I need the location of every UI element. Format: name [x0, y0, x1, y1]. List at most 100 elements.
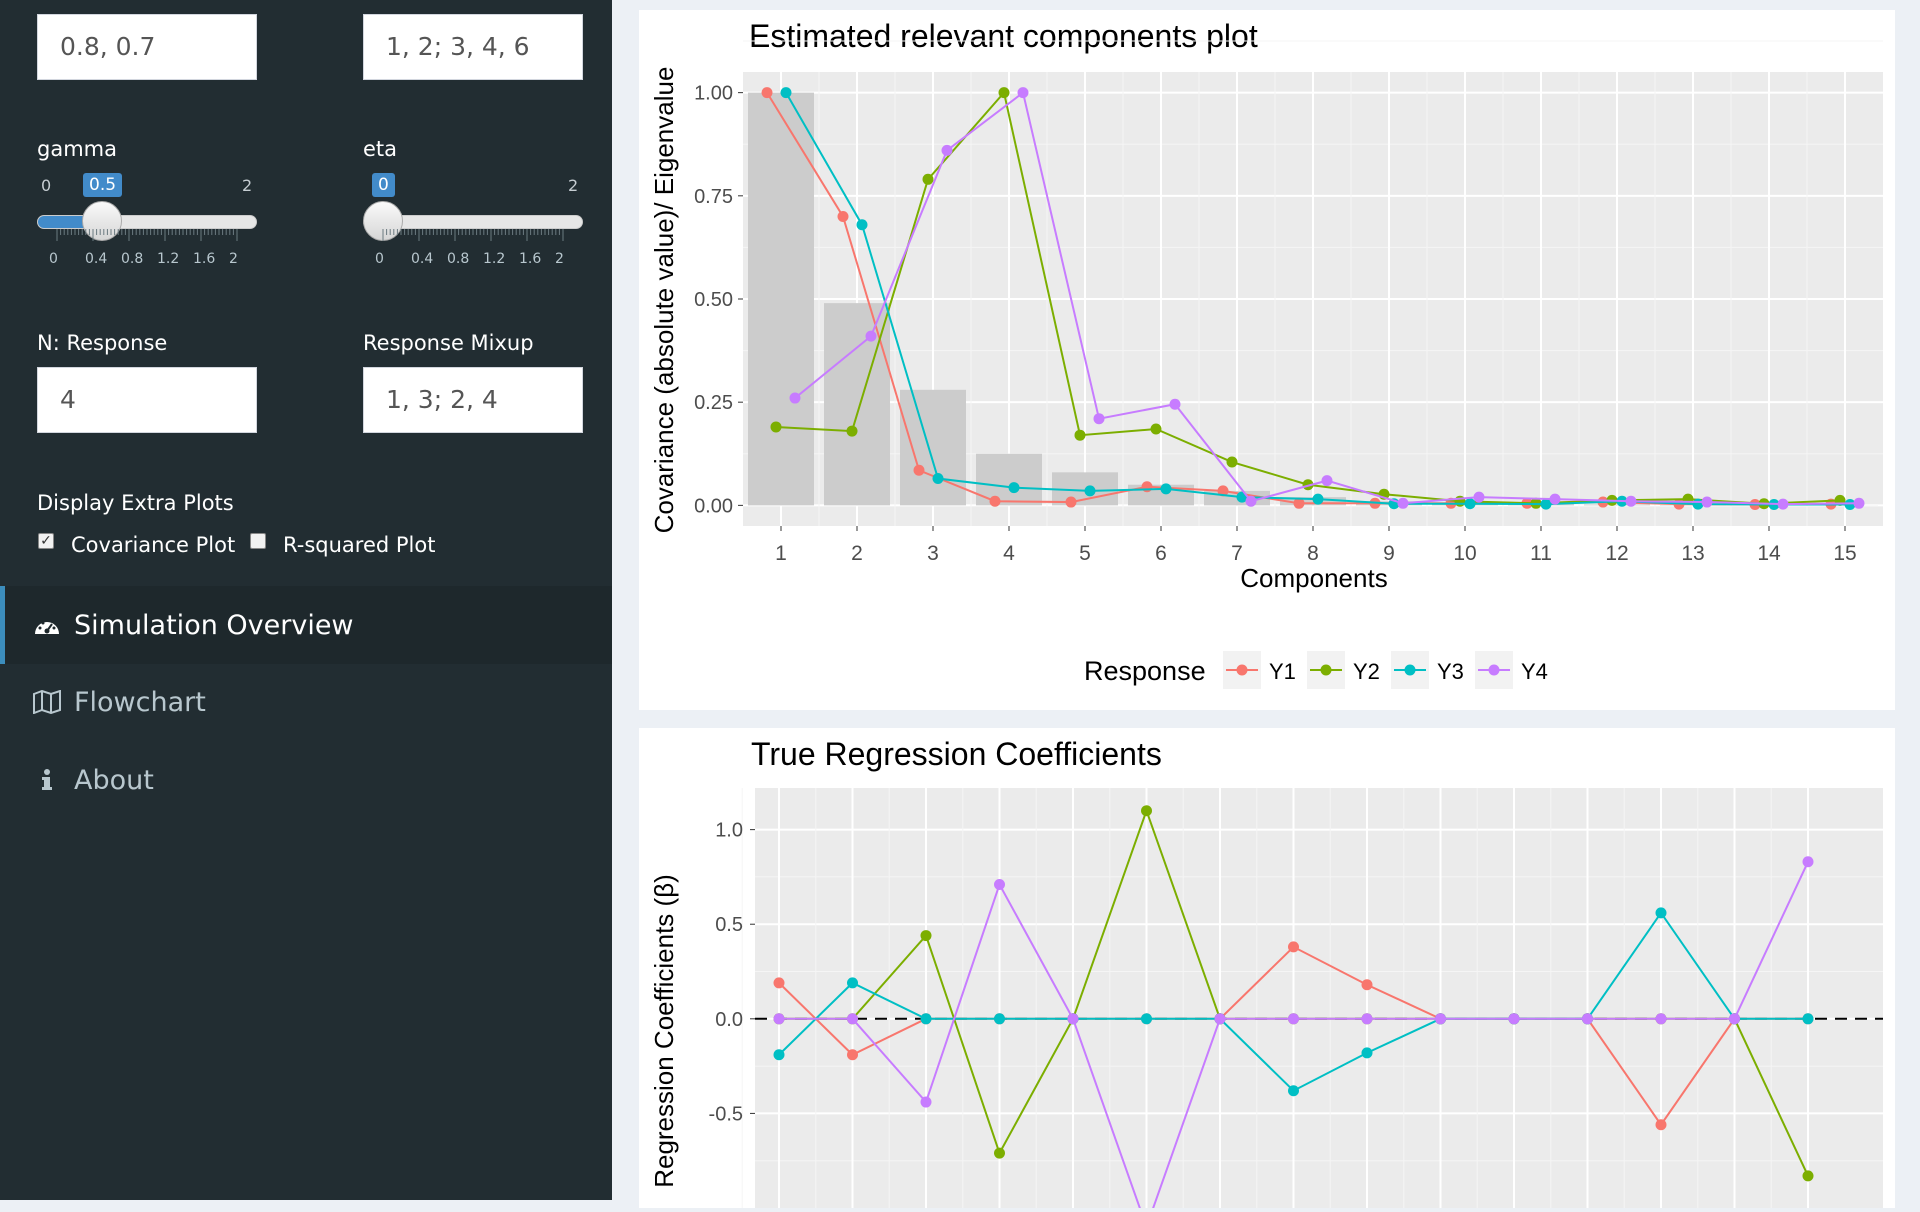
- slider-tick-label: 2: [229, 251, 238, 267]
- legend-key-point: [1237, 665, 1248, 676]
- menu-item-simulation-overview[interactable]: Simulation Overview: [0, 586, 612, 664]
- data-point: [1362, 1047, 1373, 1058]
- eta-value-badge: 0: [372, 173, 395, 197]
- data-point: [847, 426, 858, 437]
- legend-key-point: [1405, 665, 1416, 676]
- legend-label: Y3: [1437, 659, 1464, 684]
- y-tick-label: 0.5: [715, 914, 743, 936]
- regression-coefficients-chart: True Regression Coefficients Regression …: [639, 728, 1895, 1208]
- x-tick-label: 12: [1605, 542, 1628, 565]
- slider-tick-label: 0: [49, 251, 58, 267]
- data-point: [847, 1013, 858, 1024]
- y-tick-label: 1.0: [715, 820, 743, 842]
- menu-item-about[interactable]: About: [0, 741, 612, 819]
- menu-label: About: [74, 765, 154, 796]
- legend-label: Y4: [1521, 659, 1548, 684]
- response-mixup-label: Response Mixup: [363, 331, 534, 355]
- data-point: [1626, 496, 1637, 507]
- x-tick-label: 5: [1079, 542, 1091, 565]
- x-tick-label: 6: [1155, 542, 1167, 565]
- data-point: [1141, 805, 1152, 816]
- data-point: [1656, 907, 1667, 918]
- data-point: [1151, 424, 1162, 435]
- data-point: [1398, 498, 1409, 509]
- chart-title: Estimated relevant components plot: [749, 18, 1258, 54]
- x-tick-label: 7: [1231, 542, 1243, 565]
- data-point: [1509, 1013, 1520, 1024]
- data-point: [1656, 1013, 1667, 1024]
- x-tick-label: 11: [1530, 542, 1552, 565]
- data-point: [921, 1013, 932, 1024]
- slider-tick-label: 0.8: [447, 251, 469, 267]
- r-squared-plot-checkbox[interactable]: [250, 533, 266, 549]
- data-point: [781, 87, 792, 98]
- eigenvalue-bar: [900, 390, 966, 506]
- legend-label: Y1: [1269, 659, 1296, 684]
- top-left-input[interactable]: 0.8, 0.7: [37, 14, 257, 80]
- regression-coefficients-panel: True Regression Coefficients Regression …: [639, 728, 1895, 1208]
- legend-title: Response: [1084, 656, 1206, 686]
- dashboard-icon: [32, 610, 62, 640]
- data-point: [857, 219, 868, 230]
- r-squared-plot-label[interactable]: R-squared Plot: [283, 533, 435, 557]
- covariance-plot-checkbox[interactable]: ✓: [38, 533, 54, 549]
- slider-tick-label: 0: [375, 251, 384, 267]
- data-point: [1803, 1013, 1814, 1024]
- menu-label: Flowchart: [74, 687, 206, 718]
- gamma-min: 0: [41, 176, 51, 195]
- slider-tick-label: 1.2: [157, 251, 179, 267]
- data-point: [1362, 1013, 1373, 1024]
- eta-label: eta: [363, 137, 397, 161]
- data-point: [1313, 494, 1324, 505]
- data-point: [1066, 497, 1077, 508]
- data-point: [914, 465, 925, 476]
- data-point: [923, 174, 934, 185]
- components-plot-panel: Estimated relevant components plot Compo…: [639, 10, 1895, 710]
- data-point: [1142, 481, 1153, 492]
- data-point: [1288, 1085, 1299, 1096]
- data-point: [1729, 1013, 1740, 1024]
- data-point: [774, 1049, 785, 1060]
- eigenvalue-bar: [824, 303, 890, 505]
- data-point: [1215, 1013, 1226, 1024]
- data-point: [847, 977, 858, 988]
- y-tick-label: 0.75: [694, 186, 733, 208]
- n-response-input[interactable]: 4: [37, 367, 257, 433]
- top-right-input[interactable]: 1, 2; 3, 4, 6: [363, 14, 583, 80]
- covariance-plot-label[interactable]: Covariance Plot: [71, 533, 235, 557]
- eta-max: 2: [568, 176, 578, 195]
- data-point: [921, 1097, 932, 1108]
- slider-tick-label: 0.8: [121, 251, 143, 267]
- slider-tick-label: 0.4: [411, 251, 433, 267]
- data-point: [994, 879, 1005, 890]
- data-point: [990, 496, 1001, 507]
- menu-label: Simulation Overview: [74, 610, 354, 641]
- estimated-components-chart: Estimated relevant components plot Compo…: [639, 10, 1895, 710]
- response-mixup-input[interactable]: 1, 3; 2, 4: [363, 367, 583, 433]
- data-point: [1094, 413, 1105, 424]
- data-point: [1656, 1119, 1667, 1130]
- data-point: [1075, 430, 1086, 441]
- plot-area: [742, 788, 1883, 1208]
- x-axis-label: Components: [1240, 563, 1387, 593]
- plot-area: [743, 41, 1883, 526]
- plot-background: [755, 788, 1883, 1208]
- display-extra-plots-label: Display Extra Plots: [37, 491, 234, 515]
- data-point: [994, 1148, 1005, 1159]
- menu-item-flowchart[interactable]: Flowchart: [0, 663, 612, 741]
- data-point: [921, 930, 932, 941]
- x-tick-label: 3: [927, 542, 939, 565]
- x-tick-label: 10: [1453, 542, 1476, 565]
- x-tick-label: 4: [1003, 542, 1015, 565]
- y-tick-label: -0.5: [709, 1103, 743, 1125]
- data-point: [1246, 496, 1257, 507]
- gamma-slider-track[interactable]: [37, 215, 257, 229]
- x-tick-label: 14: [1757, 542, 1781, 565]
- gamma-label: gamma: [37, 137, 117, 161]
- y-tick-label: 1.00: [694, 83, 733, 105]
- legend-key-point: [1321, 665, 1332, 676]
- y-axis-label: Covariance (absolute value)/ Eigenvalue: [649, 67, 679, 534]
- slider-tick-label: 1.2: [483, 251, 505, 267]
- slider-tick-label: 1.6: [519, 251, 541, 267]
